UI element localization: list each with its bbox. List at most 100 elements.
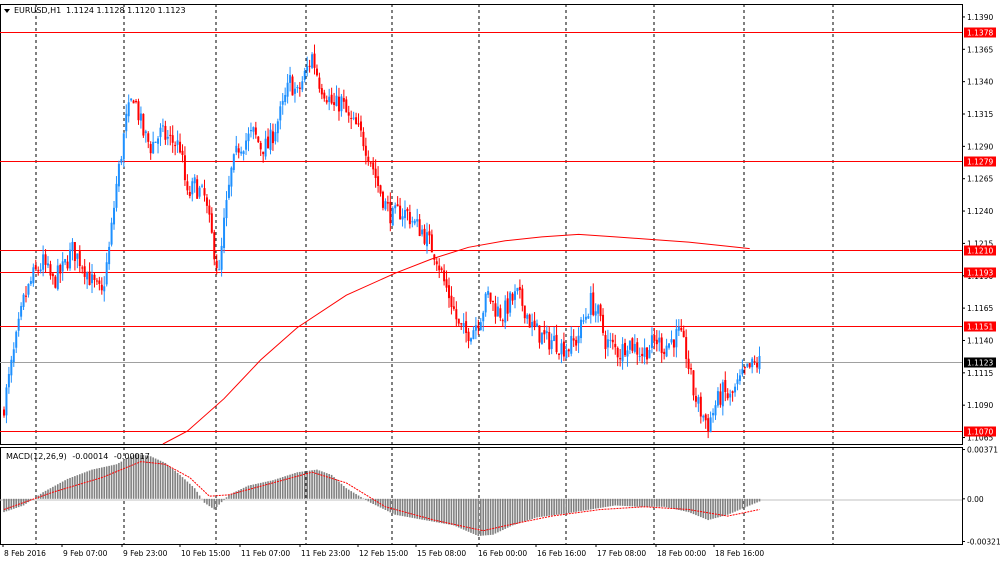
candle-body	[548, 331, 551, 350]
candle-body	[602, 314, 605, 333]
candle-body	[567, 349, 570, 352]
candle-body	[653, 335, 656, 341]
candle-body	[536, 323, 539, 327]
candle-body	[247, 133, 250, 142]
candle-body	[362, 131, 365, 147]
candle-body	[355, 117, 358, 125]
candle-body	[606, 339, 609, 348]
price-tick-label: 1.1215	[967, 239, 993, 248]
candle-body	[430, 234, 433, 253]
candle-body	[47, 263, 50, 266]
candle-body	[164, 125, 167, 140]
candle-body	[425, 232, 428, 247]
candle-body	[418, 219, 421, 237]
candle-body	[289, 75, 292, 83]
macd-panel[interactable]: 0.00371 0.00 -0.00321 MACD(12,26,9) -0.000…	[0, 446, 1000, 547]
candle-body	[313, 53, 316, 68]
candle-body	[587, 316, 590, 319]
candle-body	[428, 231, 431, 236]
candle-body	[474, 325, 477, 331]
candle-body	[276, 121, 279, 134]
macd-signal-line	[3, 461, 760, 532]
time-tick-label: 10 Feb 15:00	[181, 549, 230, 558]
candle-body	[599, 304, 602, 317]
current-price-label: 1.1123	[967, 359, 993, 368]
candle-body	[203, 188, 206, 196]
candle-body	[580, 319, 583, 339]
candle-body	[501, 320, 504, 322]
candle-body	[367, 156, 370, 162]
candle-body	[440, 268, 443, 270]
level-tag	[964, 27, 996, 38]
candle-body	[27, 283, 30, 295]
candle-body	[267, 136, 270, 149]
candle-body	[726, 393, 729, 399]
triangle-down-icon[interactable]	[4, 9, 10, 13]
candle-body	[619, 358, 622, 360]
candle-body	[675, 329, 678, 348]
candle-body	[482, 312, 485, 322]
candle-body	[198, 187, 201, 197]
candle-body	[663, 351, 666, 355]
candle-body	[225, 200, 228, 219]
candle-body	[315, 68, 318, 76]
candle-body	[611, 339, 614, 343]
candle-body	[555, 334, 558, 353]
candle-body	[215, 260, 218, 268]
candle-body	[680, 327, 683, 331]
candle-body	[115, 183, 118, 208]
candle-body	[137, 101, 140, 121]
candle-body	[91, 274, 94, 284]
level-tag	[964, 156, 996, 167]
candle-body	[577, 335, 580, 344]
candle-body	[201, 185, 204, 187]
candle-body	[306, 66, 309, 71]
candle-body	[32, 267, 35, 284]
candle-body	[391, 208, 394, 226]
candle-body	[467, 331, 470, 342]
time-tick-label: 18 Feb 00:00	[657, 549, 706, 558]
candle-body	[411, 221, 414, 223]
candle-body	[631, 338, 634, 351]
candle-body	[223, 217, 226, 248]
candle-body	[144, 131, 147, 134]
candle-body	[672, 339, 675, 348]
candle-body	[457, 318, 460, 324]
candle-body	[694, 395, 697, 402]
candle-body	[205, 197, 208, 206]
candle-body	[514, 291, 517, 300]
candle-body	[650, 335, 653, 348]
macd-tick-label: 0.00	[967, 495, 984, 504]
candle-body	[386, 202, 389, 204]
candle-body	[252, 127, 255, 132]
candle-body	[604, 335, 607, 350]
level-tag-label: 1.1070	[967, 428, 993, 437]
price-tick-label: 1.1065	[967, 434, 993, 443]
candle-body	[487, 291, 490, 295]
candle-body	[621, 344, 624, 362]
candle-body	[130, 98, 133, 101]
candle-body	[254, 127, 257, 135]
symbol-label: EURUSD,H1	[14, 6, 61, 15]
time-tick-label: 9 Feb 23:00	[123, 549, 168, 558]
candle-body	[399, 205, 402, 220]
candle-body	[359, 121, 362, 131]
candle-body	[232, 154, 235, 170]
price-panel[interactable]: 1.1390 1.1365 1.1340 1.1315 1.1290 1.1265 1.12…	[0, 4, 996, 445]
candle-body	[753, 361, 756, 363]
candle-body	[117, 163, 120, 187]
candle-body	[318, 77, 321, 89]
vertical-grid	[35, 4, 834, 444]
symbol-header: EURUSD,H1 1.1124 1.1128 1.1120 1.1123	[4, 6, 186, 15]
candle-body	[394, 205, 397, 209]
candle-body	[729, 393, 732, 398]
candle-body	[702, 415, 705, 418]
candle-body	[269, 129, 272, 150]
candle-body	[374, 168, 377, 178]
candle-body	[132, 100, 135, 104]
candle-body	[122, 133, 125, 160]
candle-body	[120, 158, 123, 163]
macd-label: MACD(12,26,9)	[6, 452, 67, 461]
candle-body	[592, 292, 595, 315]
